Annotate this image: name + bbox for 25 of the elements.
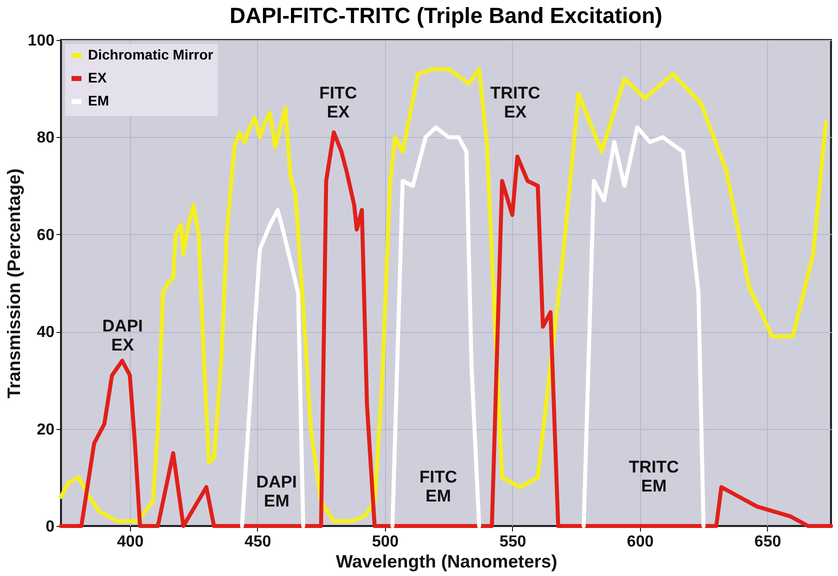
x-tick-label: 550 [499, 534, 526, 550]
y-tick-label: 40 [36, 324, 55, 342]
annotation: TRITC EM [628, 458, 679, 496]
annotation: FITC EX [319, 83, 358, 122]
x-tick-label: 400 [116, 534, 144, 550]
chart-title: DAPI-FITC-TRITC (Triple Band Excitation) [230, 3, 662, 28]
y-tick-label: 0 [46, 518, 55, 536]
y-tick-label: 80 [36, 130, 55, 147]
annotation: FITC EM [419, 467, 458, 506]
y-tick-label: 100 [28, 32, 55, 50]
legend-label: Dichromatic Mirror [88, 46, 214, 62]
annotation: DAPI EX [102, 316, 143, 355]
legend-label: EM [88, 92, 109, 108]
annotation: DAPI EM [256, 472, 297, 510]
legend-label: EX [88, 70, 108, 86]
annotation: TRITC EX [490, 83, 540, 122]
y-tick-label: 20 [36, 421, 55, 438]
x-tick-label: 650 [754, 534, 782, 550]
line-series [59, 67, 828, 524]
y-tick-label: 60 [36, 226, 55, 244]
x-axis-title: Wavelength (Nanometers) [336, 552, 558, 572]
x-tick-label: 450 [244, 534, 272, 550]
x-tick-label: 500 [372, 534, 399, 550]
x-tick-label: 600 [626, 534, 654, 550]
y-axis-title: Transmission (Percentage) [4, 168, 24, 399]
